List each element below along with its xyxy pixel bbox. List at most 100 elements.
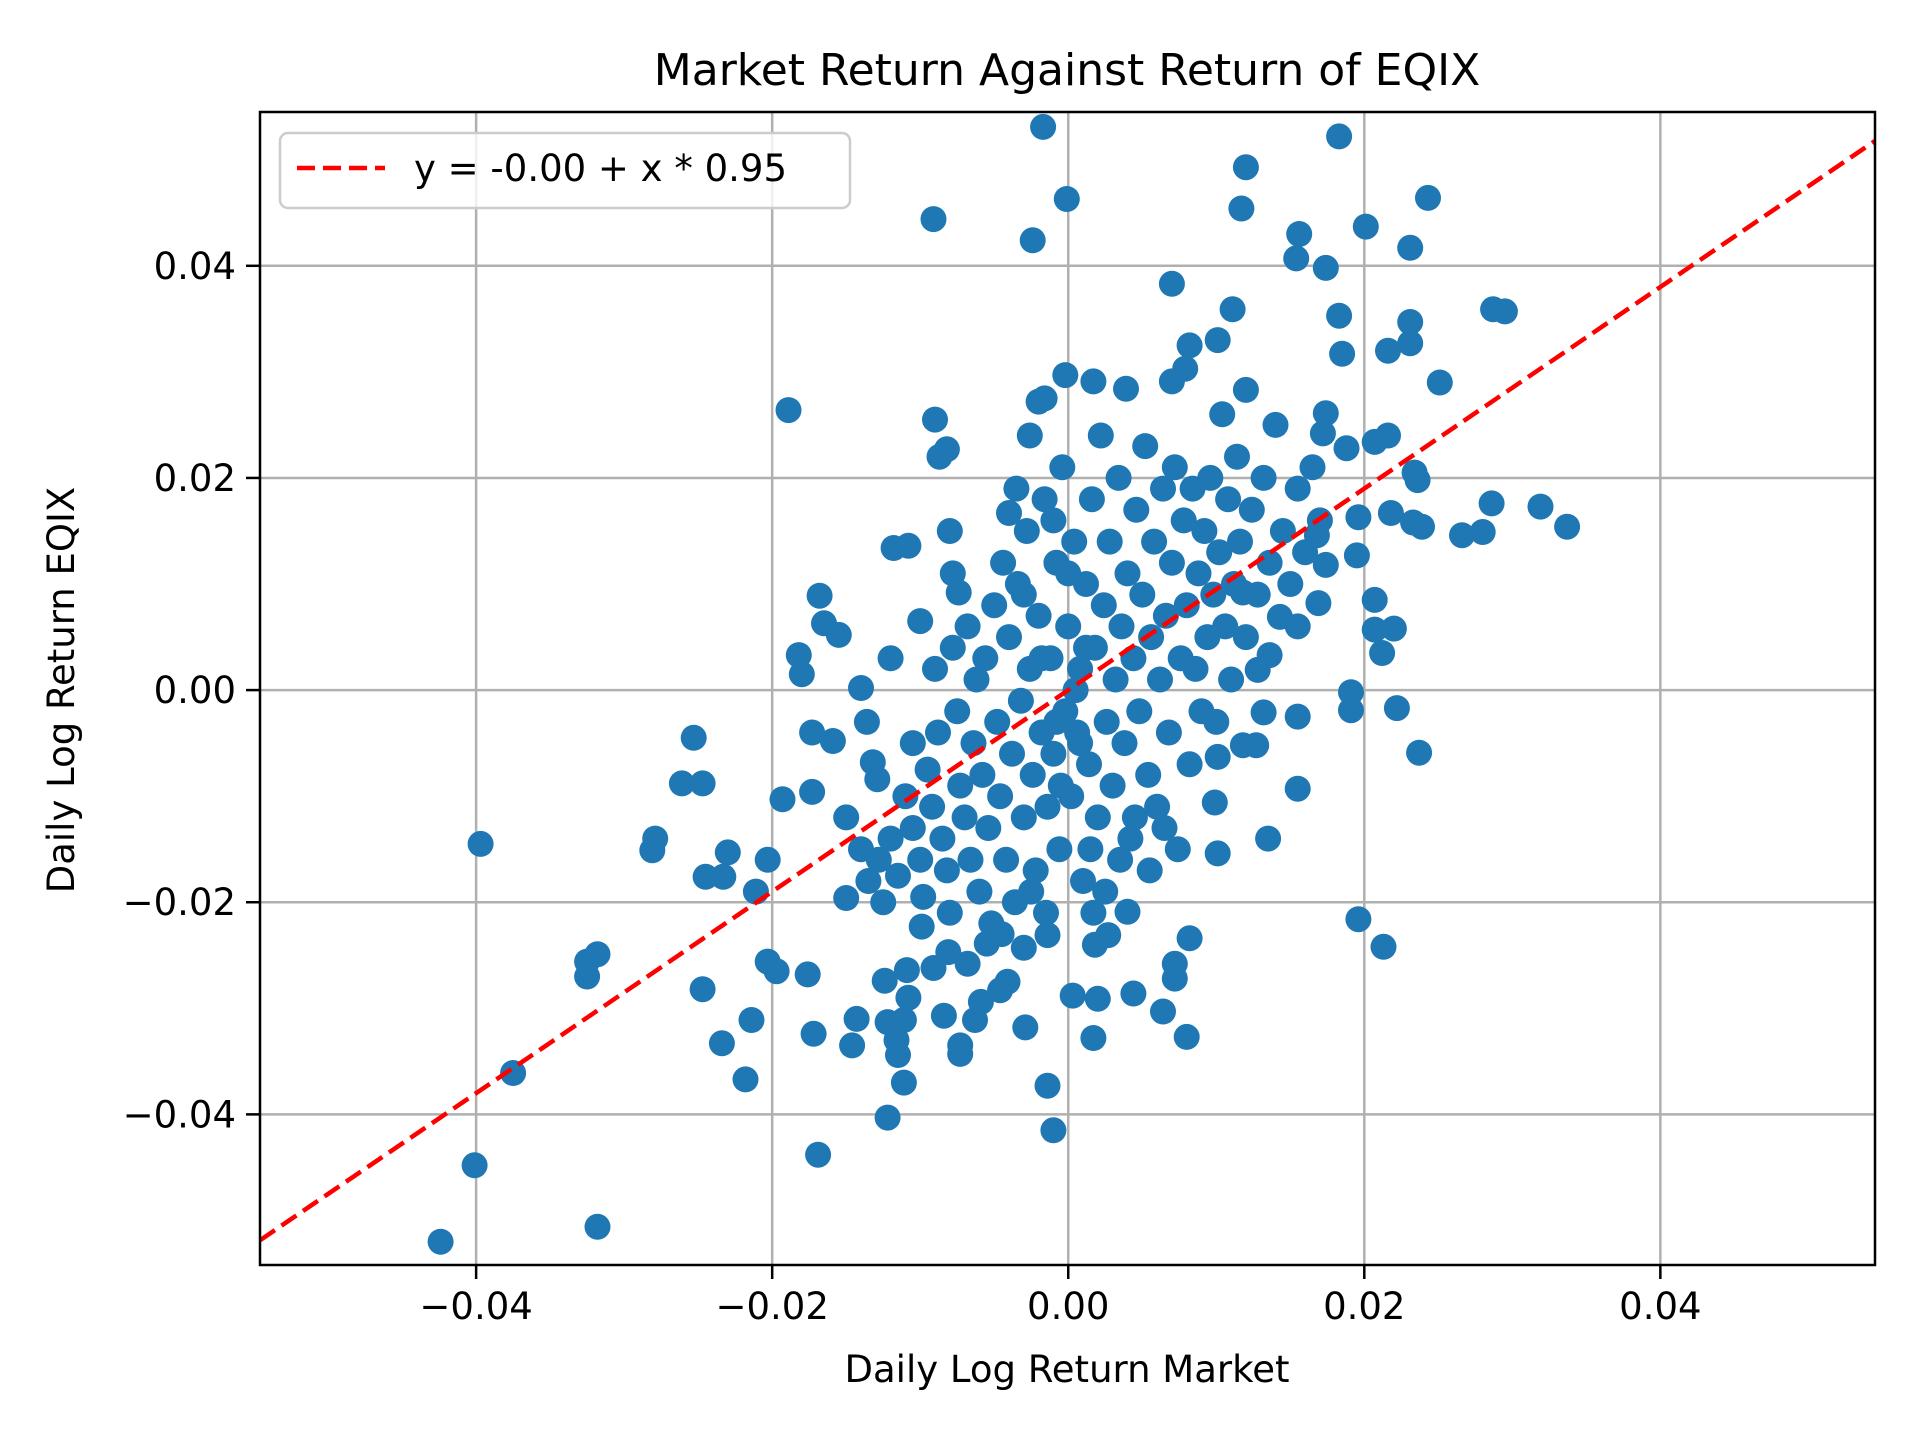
data-point xyxy=(929,825,956,852)
data-point xyxy=(1262,411,1289,438)
data-point xyxy=(1161,454,1188,481)
data-point xyxy=(1383,695,1410,722)
data-point xyxy=(1250,699,1277,726)
data-point xyxy=(1046,836,1073,863)
data-point xyxy=(1397,234,1424,261)
data-point xyxy=(981,592,1008,619)
data-point xyxy=(1132,433,1159,460)
data-point xyxy=(1062,677,1089,704)
data-point xyxy=(1449,522,1475,549)
data-point xyxy=(855,868,882,894)
data-point xyxy=(1299,454,1326,481)
data-point xyxy=(1397,309,1424,335)
data-point xyxy=(870,889,897,916)
data-point xyxy=(1013,518,1040,544)
data-point xyxy=(1277,571,1304,597)
data-point xyxy=(1022,857,1049,884)
legend-label: y = -0.00 + x * 0.95 xyxy=(414,147,787,190)
data-point xyxy=(1141,528,1168,555)
data-point xyxy=(1095,922,1122,949)
data-point xyxy=(689,770,716,797)
data-point xyxy=(1227,528,1253,555)
data-point xyxy=(1176,332,1203,359)
data-point xyxy=(951,804,978,831)
data-point xyxy=(680,724,707,751)
data-point xyxy=(1244,581,1271,608)
data-point xyxy=(732,1066,759,1093)
y-tick-label: 0.02 xyxy=(154,457,236,500)
data-point xyxy=(1019,761,1046,788)
data-point xyxy=(1312,400,1339,427)
data-point xyxy=(1114,898,1141,925)
data-point xyxy=(1105,464,1132,491)
data-point xyxy=(877,825,904,852)
axis-ticks: −0.04 −0.02 0.00 0.02 0.04 −0.04 −0.02 0.00 0.02… xyxy=(123,245,1702,1328)
data-point xyxy=(1284,613,1311,640)
data-point xyxy=(1375,337,1401,364)
data-point xyxy=(1232,376,1259,403)
data-point xyxy=(1172,355,1199,382)
data-point xyxy=(1491,298,1518,325)
data-point xyxy=(1224,443,1250,470)
data-point xyxy=(954,613,981,640)
data-point xyxy=(1415,184,1441,211)
data-point xyxy=(1173,592,1200,619)
data-point xyxy=(710,863,737,890)
data-point xyxy=(668,770,695,797)
data-point xyxy=(1012,1014,1039,1041)
y-tick-label: 0.04 xyxy=(154,245,236,288)
data-point xyxy=(885,862,911,889)
data-point xyxy=(1043,708,1070,735)
data-point xyxy=(1019,227,1046,254)
data-point xyxy=(1076,751,1102,778)
data-point xyxy=(1397,330,1424,357)
x-tick-label: −0.04 xyxy=(419,1285,532,1328)
data-point xyxy=(1283,245,1310,272)
data-point xyxy=(1061,528,1088,555)
data-point xyxy=(775,397,802,424)
data-point xyxy=(1326,123,1353,150)
data-point xyxy=(1084,985,1111,1012)
data-point xyxy=(1206,539,1233,566)
data-point xyxy=(839,1032,866,1059)
data-point xyxy=(1380,615,1407,642)
data-point xyxy=(910,883,937,910)
legend-box xyxy=(278,131,852,210)
data-point xyxy=(843,1005,870,1032)
data-point xyxy=(1096,528,1123,555)
x-tick-label: 0.04 xyxy=(1619,1285,1701,1328)
data-point xyxy=(1150,998,1176,1025)
data-point xyxy=(799,778,826,805)
data-point xyxy=(936,899,963,926)
data-point xyxy=(996,624,1022,651)
y-tick-label: 0.00 xyxy=(154,669,236,712)
data-point xyxy=(1150,475,1176,502)
data-point xyxy=(1228,195,1255,222)
data-point xyxy=(1059,982,1086,1009)
data-point xyxy=(1108,613,1135,640)
data-point xyxy=(1232,624,1259,651)
data-point xyxy=(1269,518,1296,544)
data-point xyxy=(930,1002,957,1029)
data-point xyxy=(1161,965,1188,992)
x-tick-label: 0.00 xyxy=(1027,1285,1109,1328)
data-point xyxy=(1345,504,1372,531)
scatter-points xyxy=(427,113,1581,1255)
data-point xyxy=(1204,327,1231,354)
data-point xyxy=(1084,804,1111,831)
data-point xyxy=(800,1020,827,1047)
data-point xyxy=(1232,154,1259,181)
data-point xyxy=(907,608,934,635)
data-point xyxy=(885,1042,911,1068)
data-point xyxy=(925,719,951,746)
data-point xyxy=(947,1040,974,1067)
fit-line xyxy=(260,139,1875,1243)
data-point xyxy=(908,913,935,940)
data-point xyxy=(890,1069,917,1096)
data-point xyxy=(1469,519,1496,545)
data-point xyxy=(1176,751,1203,778)
data-point xyxy=(833,804,860,831)
data-point xyxy=(574,963,601,990)
data-point xyxy=(1078,486,1105,513)
